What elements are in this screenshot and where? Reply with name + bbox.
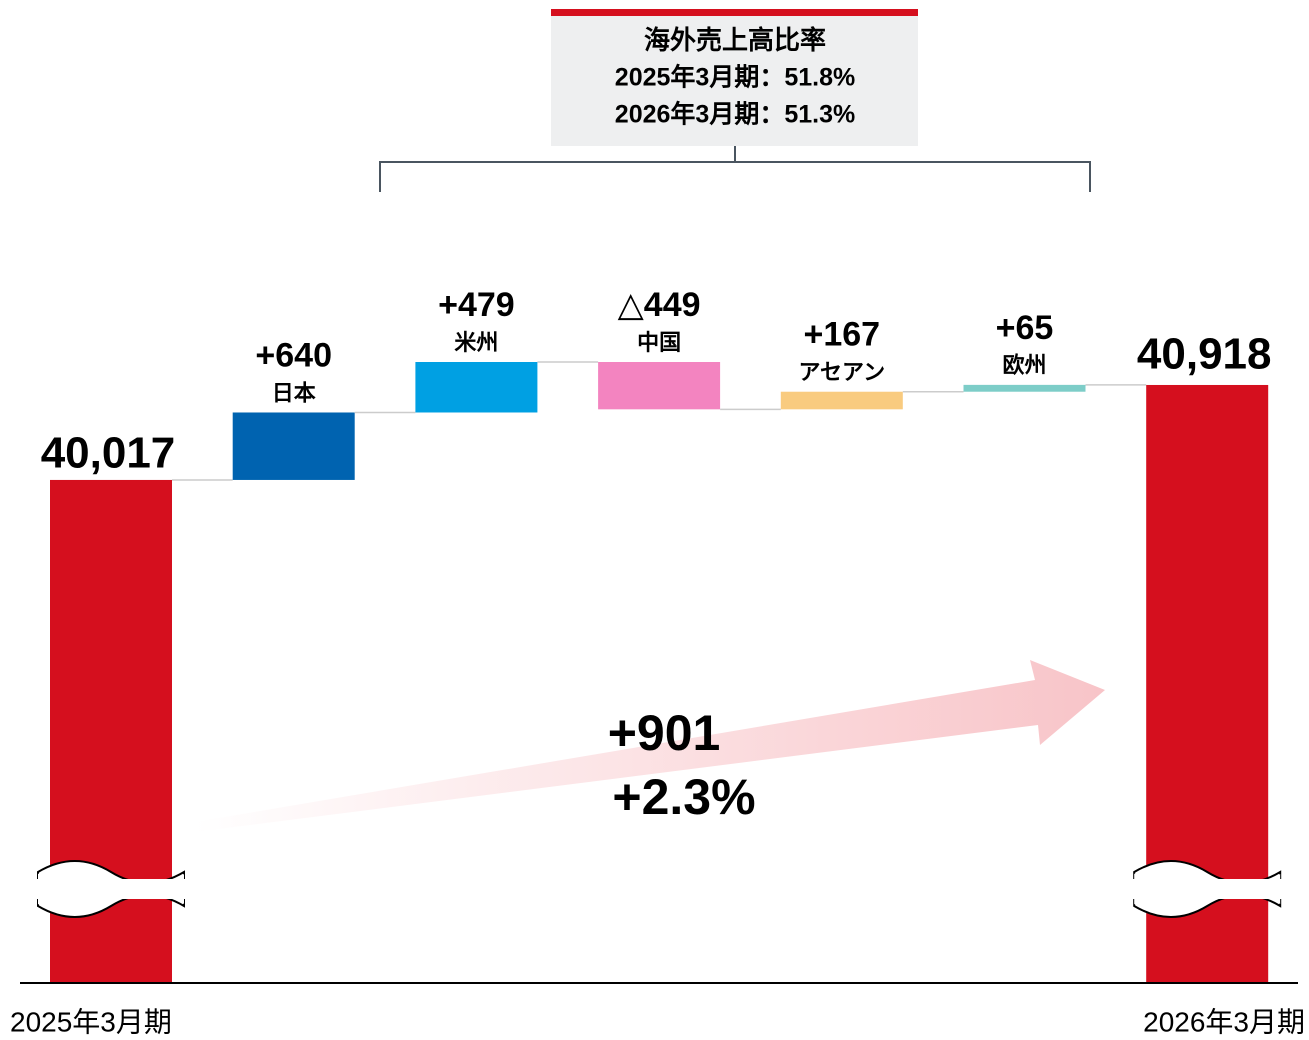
value-label: +479 [438,286,515,324]
value-label: +167 [804,316,881,354]
bar [232,412,355,480]
x-tick-label: 2025年3月期 [10,1006,172,1037]
value-label: +65 [996,309,1054,347]
change-pct-label: +2.3% [612,769,755,825]
ratio-title: 海外売上高比率 [644,25,826,55]
ratio-box-accent [551,9,918,16]
ratio-line: 2026年3月期：51.3% [615,100,855,129]
bar [780,391,903,410]
axis-break-fill [38,863,184,915]
category-label: 欧州 [1002,353,1046,378]
change-label: +901 [608,705,721,761]
ratio-box [551,9,918,146]
bracket [379,146,1091,192]
category-label: 米州 [454,330,498,355]
category-label: 中国 [637,330,681,355]
change-arrow [195,660,1105,832]
x-tick-label: 2026年3月期 [1143,1006,1305,1037]
axis-break-fill [1134,863,1281,915]
bar [963,384,1086,392]
total-label: 40,918 [1137,330,1272,379]
category-label: 日本 [272,380,316,405]
value-label: +640 [255,336,332,374]
category-label: アセアン [798,360,885,385]
total-label: 40,017 [41,429,176,478]
ratio-line: 2025年3月期：51.8% [615,63,855,92]
value-label: △449 [618,286,701,324]
bar [598,362,721,410]
bar [415,362,538,413]
